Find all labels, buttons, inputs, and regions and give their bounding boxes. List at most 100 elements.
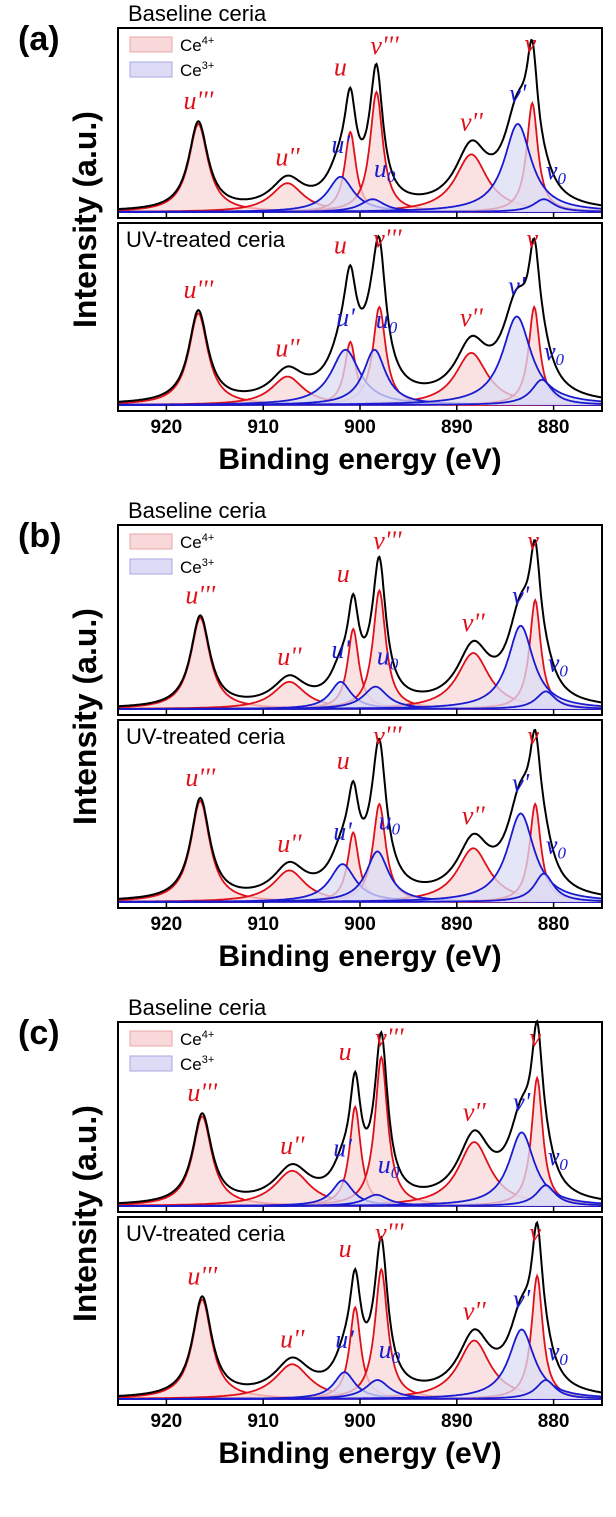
x-tick-label: 880 bbox=[538, 1411, 570, 1432]
peak-label-up: u' bbox=[331, 635, 350, 664]
peak-fill-vpp bbox=[118, 1340, 602, 1399]
peak-label-main: v'' bbox=[460, 303, 483, 332]
legend-swatch-4plus bbox=[129, 36, 173, 53]
peak-label-main: v'' bbox=[460, 108, 483, 137]
peak-label-main: u' bbox=[336, 303, 355, 332]
peak-label-upp: u'' bbox=[275, 143, 300, 172]
peak-line-v0 bbox=[118, 690, 602, 710]
peak-fill-v0 bbox=[118, 691, 602, 709]
peak-label-main: v''' bbox=[373, 721, 402, 750]
peak-label-main: u'' bbox=[275, 334, 300, 363]
peak-label-main: v''' bbox=[375, 1023, 404, 1052]
x-tick-label: 920 bbox=[151, 417, 183, 438]
x-axis-label: Binding energy (eV) bbox=[218, 1437, 501, 1470]
peak-label-main: u' bbox=[331, 635, 350, 664]
peak-label-main: u' bbox=[335, 1325, 354, 1354]
peak-line-v0 bbox=[118, 198, 602, 213]
peak-fill-v0 bbox=[118, 1185, 602, 1206]
peak-label-up: u' bbox=[335, 1325, 354, 1354]
peak-fill-u0 bbox=[118, 349, 602, 405]
peak-label-main: u' bbox=[333, 817, 352, 846]
peak-fill-u bbox=[118, 1106, 602, 1206]
peak-label-main: u''' bbox=[184, 86, 214, 115]
peak-label-vpp: v'' bbox=[460, 303, 483, 332]
peak-label-v0: v0 bbox=[544, 337, 565, 369]
peak-label-sub: 0 bbox=[392, 1348, 401, 1367]
peak-label-vp: v' bbox=[513, 1285, 531, 1314]
subplot-title: Baseline ceria bbox=[128, 1, 267, 26]
peak-label-main: u'' bbox=[275, 143, 300, 172]
peak-label-sub: 0 bbox=[387, 167, 396, 186]
envelope-line bbox=[118, 539, 603, 708]
peak-fill-u0 bbox=[118, 686, 602, 709]
peak-fill-u0 bbox=[118, 1194, 602, 1206]
peak-label-main: v bbox=[527, 721, 539, 750]
peak-label-main: v'' bbox=[462, 608, 485, 637]
x-axis-label: Binding energy (eV) bbox=[218, 940, 501, 973]
peak-label-up: u' bbox=[336, 303, 355, 332]
peak-label-v: v bbox=[529, 1218, 541, 1247]
x-tick-label: 880 bbox=[538, 417, 570, 438]
peak-label-main: v bbox=[525, 29, 537, 58]
peak-label-up: u' bbox=[333, 817, 352, 846]
peak-label-main: v bbox=[544, 337, 556, 366]
peak-label-main: v' bbox=[513, 1285, 531, 1314]
peak-fill-vpp bbox=[118, 653, 602, 709]
legend-label-base: Ce bbox=[180, 533, 202, 552]
peak-label-sub: 0 bbox=[391, 1163, 400, 1182]
peak-label-up: u' bbox=[331, 130, 350, 159]
peak-label-upp: u'' bbox=[280, 1131, 305, 1160]
x-tick-label: 900 bbox=[344, 417, 376, 438]
legend-swatch-4plus bbox=[129, 533, 173, 550]
peak-label-main: v bbox=[529, 1023, 541, 1052]
x-tick-label: 890 bbox=[441, 1411, 473, 1432]
peak-label-main: u bbox=[339, 1234, 352, 1263]
peak-fill-uppp bbox=[118, 313, 602, 405]
peak-label-main: u bbox=[334, 53, 347, 82]
peak-label-main: u bbox=[334, 230, 347, 259]
panel-label: (b) bbox=[18, 517, 61, 555]
legend-label-sup: 4+ bbox=[202, 532, 215, 544]
peak-label-main: v''' bbox=[375, 1218, 404, 1247]
peak-label-vpp: v'' bbox=[462, 801, 485, 830]
peak-label-vppp: v''' bbox=[375, 1023, 404, 1052]
peak-fill-v0 bbox=[118, 199, 602, 212]
peak-label-u: u bbox=[334, 53, 347, 82]
peak-label-main: u'' bbox=[277, 829, 302, 858]
subplot-title: UV-treated ceria bbox=[126, 724, 286, 749]
peak-label-upp: u'' bbox=[277, 829, 302, 858]
peak-label-main: u bbox=[337, 559, 350, 588]
legend-label-base: Ce bbox=[180, 1055, 202, 1074]
peak-fill-u0 bbox=[118, 851, 602, 902]
subplot-title: UV-treated ceria bbox=[126, 227, 286, 252]
peak-label-vpp: v'' bbox=[463, 1296, 486, 1325]
peak-label-sub: 0 bbox=[556, 350, 565, 369]
peak-label-main: v' bbox=[512, 769, 530, 798]
legend-label-sup: 4+ bbox=[202, 35, 215, 47]
legend-swatch-3plus bbox=[129, 1055, 173, 1072]
peak-label-main: v' bbox=[513, 1087, 531, 1116]
peak-label-main: v bbox=[548, 1142, 560, 1171]
peak-label-main: u'' bbox=[280, 1324, 305, 1353]
peak-label-upp: u'' bbox=[275, 334, 300, 363]
legend-swatch-3plus bbox=[129, 558, 173, 575]
peak-label-v0: v0 bbox=[546, 831, 567, 863]
peak-label-vp: v' bbox=[512, 769, 530, 798]
peak-label-main: u' bbox=[333, 1133, 352, 1162]
peak-label-u: u bbox=[339, 1234, 352, 1263]
peak-label-sub: 0 bbox=[389, 318, 398, 337]
peak-label-main: u bbox=[377, 642, 390, 671]
legend-swatch-3plus bbox=[129, 61, 173, 78]
peak-label-main: v''' bbox=[373, 224, 402, 253]
y-axis-label: Intensity (a.u.) bbox=[67, 111, 103, 328]
x-tick-label: 920 bbox=[151, 914, 183, 935]
peak-label-main: u''' bbox=[187, 1261, 217, 1290]
legend-label-base: Ce bbox=[180, 61, 202, 80]
x-tick-label: 920 bbox=[151, 1411, 183, 1432]
peak-label-u0: u0 bbox=[379, 807, 401, 839]
peak-line-v0 bbox=[118, 872, 602, 903]
